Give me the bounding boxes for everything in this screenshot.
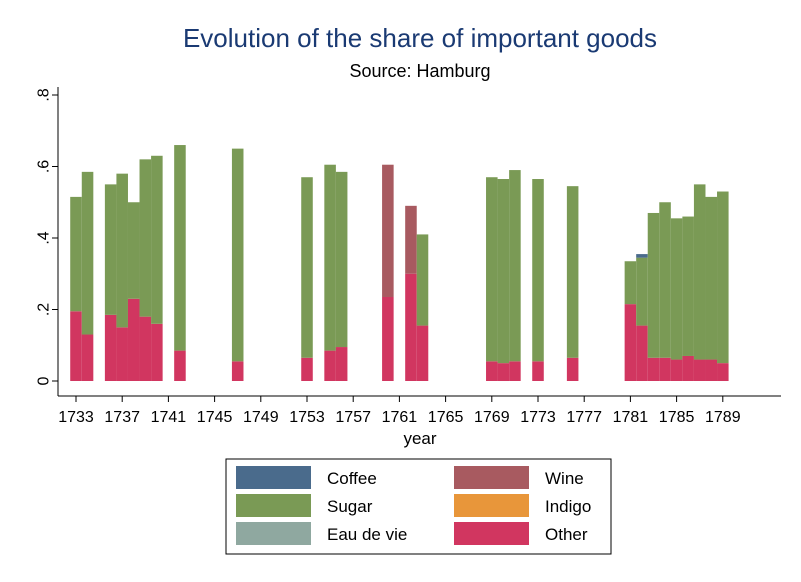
bar-sugar-1789 (717, 191, 729, 364)
bar-sugar-1781 (624, 261, 637, 305)
bar-other-1785 (670, 359, 683, 381)
bar-other-1788 (705, 359, 718, 381)
bar-sugar-1739 (139, 159, 152, 317)
plot-area: 0 .2 .4 .6 .8 1733 1737 1741 1745 1749 1753 1757 176… (36, 87, 781, 426)
legend-label-eau-de-vie: Eau de vie (327, 525, 407, 544)
bar-other-1786 (682, 355, 694, 381)
bar-coffee-1782 (636, 254, 648, 258)
bar-sugar-1763 (416, 234, 429, 326)
legend-label-sugar: Sugar (327, 497, 373, 516)
bar-other-1763 (416, 325, 429, 381)
x-tick-label: 1761 (382, 409, 418, 426)
bar-sugar-1773 (532, 179, 544, 362)
y-tick-label: .4 (36, 231, 53, 244)
x-tick-label: 1733 (58, 409, 94, 426)
bar-sugar-1756 (335, 171, 348, 348)
bar-sugar-1734 (81, 171, 94, 335)
bar-wine-1760 (382, 164, 394, 297)
legend-swatch-wine (454, 466, 529, 489)
bar-other-1733 (70, 311, 82, 381)
legend-swatch-coffee (236, 466, 311, 489)
bar-other-1781 (624, 304, 637, 381)
bar-other-1787 (693, 359, 706, 381)
bar-sugar-1738 (127, 202, 140, 299)
bar-sugar-1755 (324, 164, 336, 351)
legend-label-indigo: Indigo (545, 497, 591, 516)
bar-sugar-1733 (70, 196, 82, 312)
legend-swatch-indigo (454, 494, 529, 517)
x-tick-label: 1753 (289, 409, 325, 426)
bar-other-1742 (174, 350, 186, 381)
bar-other-1739 (139, 316, 152, 381)
legend-label-other: Other (545, 525, 588, 544)
x-tick-label: 1781 (613, 409, 649, 426)
bar-sugar-1776 (566, 186, 579, 358)
bar-sugar-1740 (151, 155, 163, 324)
bar-other-1776 (566, 357, 579, 381)
bar-sugar-1736 (104, 184, 117, 315)
bar-other-1770 (497, 363, 510, 382)
bar-sugar-1788 (705, 196, 718, 360)
legend-label-wine: Wine (545, 469, 584, 488)
bar-sugar-1785 (670, 218, 683, 360)
x-tick-label: 1773 (520, 409, 556, 426)
legend-swatch-sugar (236, 494, 311, 517)
legend-label-coffee: Coffee (327, 469, 377, 488)
x-axis-title: year (403, 429, 436, 448)
bar-other-1782 (636, 325, 648, 381)
bar-sugar-1783 (647, 212, 660, 358)
bar-wine-1762 (405, 205, 417, 274)
bar-other-1769 (486, 361, 498, 381)
bar-other-1753 (301, 357, 313, 381)
bar-other-1783 (647, 357, 660, 381)
bar-other-1734 (81, 334, 94, 381)
bar-other-1756 (335, 347, 348, 381)
x-tick-label: 1777 (566, 409, 602, 426)
bar-other-1738 (127, 298, 140, 381)
bar-sugar-1782 (636, 257, 648, 326)
bar-other-1789 (717, 363, 729, 382)
y-tick-label: 0 (36, 376, 53, 385)
bar-sugar-1769 (486, 177, 498, 362)
y-tick-label: .8 (36, 88, 53, 101)
legend-swatch-eau-de-vie (236, 522, 311, 545)
bar-sugar-1784 (659, 202, 671, 358)
bar-other-1740 (151, 323, 163, 381)
bar-sugar-1771 (509, 170, 521, 362)
bar-sugar-1787 (693, 184, 706, 360)
y-tick-label: .6 (36, 160, 53, 173)
bar-other-1784 (659, 357, 671, 381)
bar-sugar-1786 (682, 216, 694, 356)
bar-other-1760 (382, 296, 394, 381)
bar-sugar-1753 (301, 177, 313, 358)
x-tick-label: 1785 (659, 409, 695, 426)
bar-sugar-1737 (116, 173, 128, 328)
bar-sugar-1770 (497, 179, 510, 364)
legend-swatch-other (454, 522, 529, 545)
x-tick-label: 1769 (474, 409, 510, 426)
y-tick-label: .2 (36, 303, 53, 316)
x-tick-label: 1749 (243, 409, 279, 426)
chart-subtitle: Source: Hamburg (349, 61, 490, 81)
x-tick-label: 1741 (151, 409, 187, 426)
bar-sugar-1742 (174, 145, 186, 351)
x-tick-label: 1745 (197, 409, 233, 426)
bar-other-1755 (324, 350, 336, 381)
x-tick-label: 1737 (104, 409, 140, 426)
x-tick-label: 1757 (335, 409, 371, 426)
bar-other-1747 (231, 361, 244, 381)
x-tick-label: 1765 (428, 409, 464, 426)
bar-other-1773 (532, 361, 544, 381)
bar-other-1737 (116, 327, 128, 382)
legend: Coffee Wine Sugar Indigo Eau de vie Other (225, 458, 612, 555)
chart-title: Evolution of the share of important good… (183, 23, 657, 53)
bar-other-1771 (509, 361, 521, 381)
bar-sugar-1747 (231, 148, 244, 362)
bar-other-1762 (405, 273, 417, 381)
x-tick-label: 1789 (705, 409, 741, 426)
bar-other-1736 (104, 314, 117, 381)
